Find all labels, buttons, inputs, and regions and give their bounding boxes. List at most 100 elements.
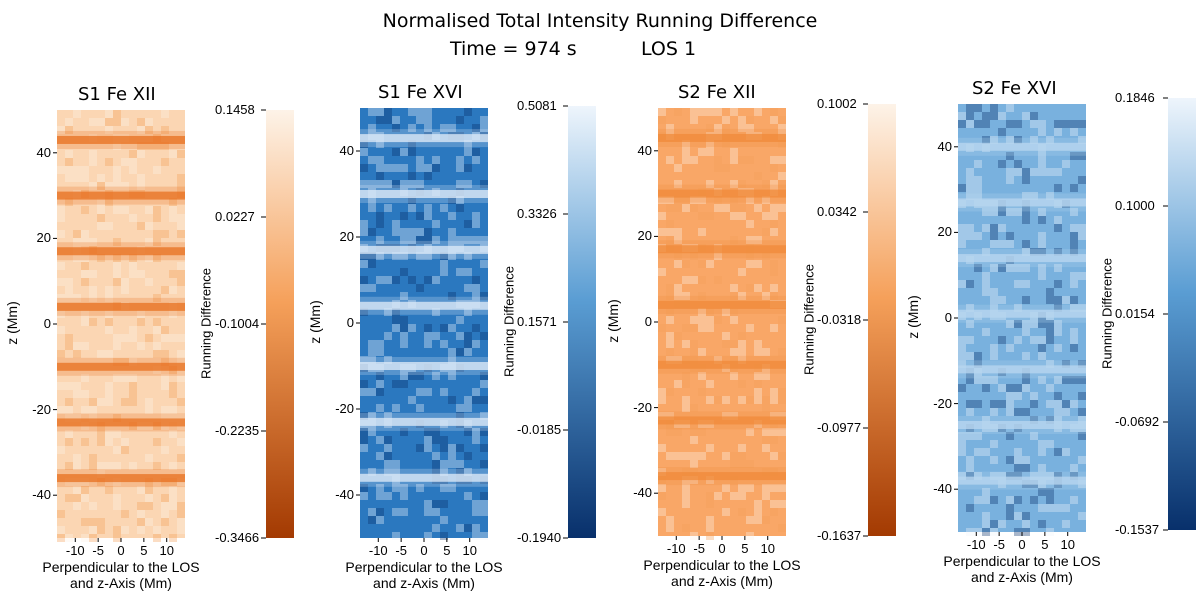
- y-tick-label: 20: [36, 230, 51, 246]
- intensity-band-halo: [658, 184, 786, 203]
- intensity-band-halo: [360, 129, 488, 148]
- x-axis-label-line1: Perpendicular to the LOS: [345, 559, 503, 575]
- y-tick-label: -20: [32, 401, 51, 417]
- colorbar-tick-label: -0.0692: [1115, 414, 1160, 429]
- intensity-band: [360, 301, 488, 310]
- colorbar-tick-label: 0.1846: [1115, 90, 1155, 105]
- y-tick-label: 20: [937, 224, 952, 240]
- x-axis-label-line2: and z-Axis (Mm): [971, 569, 1073, 585]
- heatmap-2: [360, 108, 488, 538]
- intensity-band: [658, 416, 786, 425]
- x-tick-label: 5: [1041, 537, 1049, 552]
- y-axis-label: z (Mm): [605, 299, 621, 343]
- intensity-band-halo: [360, 296, 488, 315]
- x-tick-label: -10: [368, 543, 388, 558]
- colorbar-2: [568, 106, 596, 538]
- x-axis-label: Perpendicular to the LOS and z-Axis (Mm): [622, 557, 822, 589]
- intensity-band: [658, 300, 786, 309]
- x-axis-label-line1: Perpendicular to the LOS: [42, 559, 200, 575]
- intensity-band-halo: [958, 304, 1086, 323]
- colorbar-tick-label: 0.0342: [817, 204, 857, 219]
- y-tick-label: 20: [637, 228, 652, 244]
- y-axis-label: z (Mm): [905, 295, 921, 339]
- x-axis-label-line1: Perpendicular to the LOS: [643, 557, 801, 573]
- intensity-band: [360, 417, 488, 426]
- y-tick-label: -20: [633, 399, 652, 415]
- colorbar-tick-label: -0.0318: [817, 312, 862, 327]
- y-tick-label: 40: [637, 142, 652, 158]
- intensity-band: [360, 134, 488, 143]
- colorbar-label: Running Difference: [1099, 257, 1115, 370]
- heatmap-texture-1: [57, 110, 185, 542]
- y-axis-label: z (Mm): [4, 301, 20, 345]
- x-tick-label: 5: [140, 543, 148, 558]
- intensity-band: [57, 474, 185, 483]
- colorbar-tick-label: -0.0977: [817, 420, 862, 435]
- x-tick-label: -10: [966, 537, 986, 552]
- intensity-band-halo: [57, 357, 185, 376]
- x-axis-label: Perpendicular to the LOS and z-Axis (Mm): [21, 559, 221, 591]
- intensity-band: [57, 247, 185, 256]
- intensity-band: [360, 245, 488, 254]
- y-tick-label: -20: [933, 395, 952, 411]
- colorbar-tick-label: -0.1004: [215, 316, 260, 331]
- intensity-band-halo: [360, 240, 488, 259]
- intensity-band: [958, 254, 1086, 263]
- intensity-band-halo: [958, 193, 1086, 212]
- x-tick-label: -5: [693, 541, 705, 556]
- y-tick-label: 40: [937, 138, 952, 154]
- intensity-band-halo: [658, 128, 786, 147]
- y-axis-label: z (Mm): [307, 300, 323, 344]
- intensity-band-halo: [360, 412, 488, 431]
- intensity-band-halo: [360, 468, 488, 487]
- intensity-band-halo: [360, 357, 488, 375]
- intensity-band-halo: [958, 137, 1086, 156]
- intensity-band-halo: [57, 242, 185, 261]
- colorbar-1: [266, 110, 294, 538]
- colorbar-tick-label: 0.1002: [817, 96, 857, 111]
- intensity-band-halo: [958, 249, 1086, 268]
- x-tick-label: 10: [1060, 537, 1075, 552]
- colorbar-label: Running Difference: [801, 263, 817, 376]
- time-label: Time = 974 s: [450, 38, 577, 60]
- intensity-band: [958, 198, 1086, 207]
- colorbar-3: [868, 104, 896, 536]
- intensity-band-halo: [658, 411, 786, 430]
- los-label: LOS 1: [641, 38, 697, 60]
- y-tick-label: 40: [36, 144, 51, 160]
- y-tick-label: 0: [644, 314, 652, 329]
- intensity-band-halo: [658, 240, 786, 259]
- colorbar-tick-label: -0.2235: [215, 423, 260, 438]
- intensity-band: [57, 302, 185, 311]
- intensity-band-halo: [57, 469, 185, 488]
- colorbar-tick-label: -0.0185: [517, 422, 562, 437]
- x-tick-label: -5: [993, 537, 1005, 552]
- intensity-band-halo: [57, 186, 185, 205]
- x-tick-label: 0: [718, 541, 726, 556]
- colorbar-tick-label: 0.0154: [1115, 306, 1155, 321]
- intensity-band: [958, 365, 1086, 374]
- colorbar-tick-label: 0.3326: [517, 206, 557, 221]
- intensity-band-halo: [57, 130, 185, 149]
- intensity-band-halo: [958, 360, 1086, 379]
- colorbar-4: [1168, 98, 1196, 530]
- x-tick-label: 0: [420, 543, 428, 558]
- heatmap-4: [958, 104, 1086, 532]
- colorbar-tick-label: 0.1571: [517, 314, 557, 329]
- y-tick-label: 40: [339, 143, 354, 158]
- x-tick-label: 0: [1018, 537, 1026, 552]
- y-tick-label: 0: [43, 316, 51, 331]
- panel-title-1: S1 Fe XII: [78, 84, 156, 105]
- intensity-band-halo: [658, 467, 786, 486]
- colorbar-tick-label: 0.0227: [215, 209, 255, 224]
- intensity-band: [57, 362, 185, 371]
- y-tick-label: -40: [335, 487, 354, 502]
- y-tick-label: -20: [335, 401, 354, 416]
- intensity-band-halo: [658, 355, 786, 374]
- colorbar-tick-label: -0.3466: [215, 530, 260, 545]
- colorbar-label: Running Difference: [198, 267, 214, 380]
- intensity-band-halo: [658, 295, 786, 314]
- y-tick-label: 0: [346, 315, 354, 330]
- intensity-band-halo: [958, 416, 1086, 434]
